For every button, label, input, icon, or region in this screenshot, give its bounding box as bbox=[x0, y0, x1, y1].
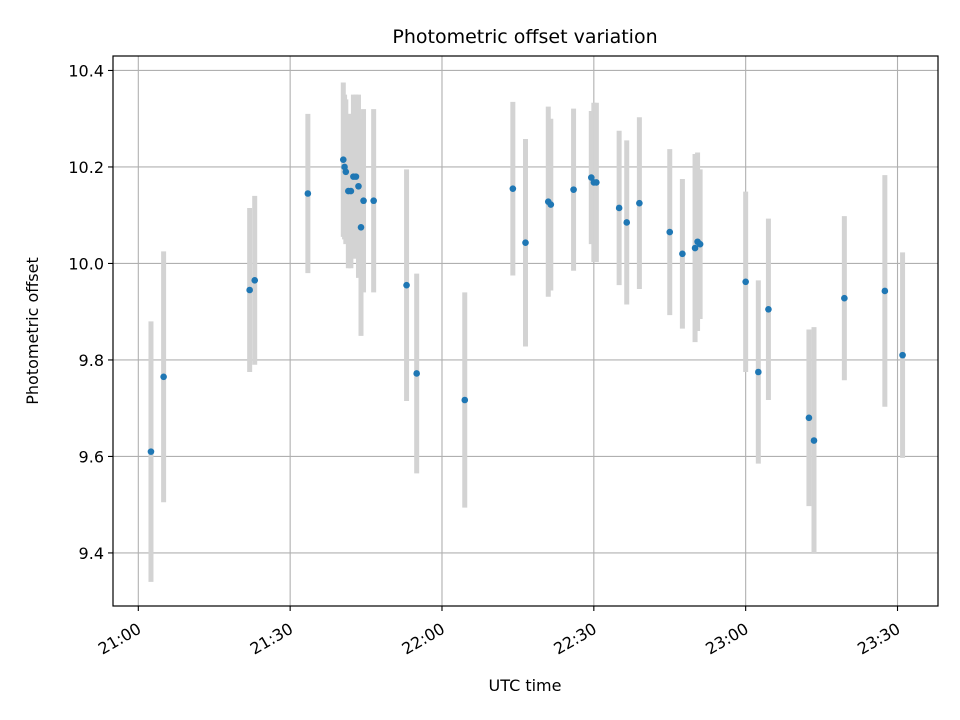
data-point bbox=[461, 396, 469, 404]
data-point bbox=[570, 186, 577, 193]
data-point bbox=[509, 185, 517, 192]
data-point bbox=[696, 240, 704, 248]
y-tick-label: 10.4 bbox=[68, 61, 104, 80]
data-point bbox=[666, 228, 674, 236]
data-point bbox=[347, 187, 355, 195]
data-point bbox=[403, 281, 410, 289]
data-point bbox=[615, 204, 623, 212]
data-point bbox=[251, 277, 259, 284]
data-point bbox=[304, 190, 312, 197]
data-point bbox=[246, 286, 253, 294]
data-points bbox=[147, 156, 906, 455]
y-axis-title: Photometric offset bbox=[23, 257, 42, 405]
data-point bbox=[357, 223, 365, 231]
data-point bbox=[355, 182, 362, 190]
y-tick-label: 10.2 bbox=[68, 158, 104, 177]
x-axis-title: UTC time bbox=[489, 676, 562, 695]
data-point bbox=[765, 305, 772, 313]
data-point bbox=[160, 373, 167, 381]
y-axis-ticks: 9.4 9.6 9.8 10.0 10.2 10.4 bbox=[68, 61, 113, 563]
data-point bbox=[742, 278, 749, 286]
y-tick-label: 9.4 bbox=[79, 544, 104, 563]
y-tick-label: 9.8 bbox=[79, 351, 104, 370]
data-point bbox=[352, 173, 360, 180]
data-point bbox=[522, 239, 529, 247]
data-point bbox=[691, 244, 699, 252]
data-point bbox=[755, 368, 762, 376]
data-point bbox=[636, 199, 643, 207]
data-point bbox=[593, 179, 600, 186]
data-point bbox=[370, 197, 377, 205]
data-point bbox=[547, 201, 555, 208]
data-point bbox=[899, 351, 906, 359]
y-tick-label: 9.6 bbox=[79, 447, 104, 466]
data-point bbox=[413, 370, 420, 377]
data-point bbox=[147, 448, 155, 455]
data-point bbox=[679, 250, 686, 258]
plot-frame bbox=[112, 55, 939, 607]
data-point bbox=[810, 437, 818, 444]
data-point bbox=[805, 414, 813, 422]
data-point bbox=[342, 168, 350, 176]
data-point bbox=[623, 219, 631, 226]
data-point bbox=[881, 287, 889, 295]
data-point bbox=[339, 156, 347, 164]
data-point bbox=[360, 197, 367, 205]
chart-title: Photometric offset variation bbox=[392, 26, 657, 48]
y-tick-label: 10.0 bbox=[68, 254, 104, 273]
data-point bbox=[841, 294, 848, 302]
